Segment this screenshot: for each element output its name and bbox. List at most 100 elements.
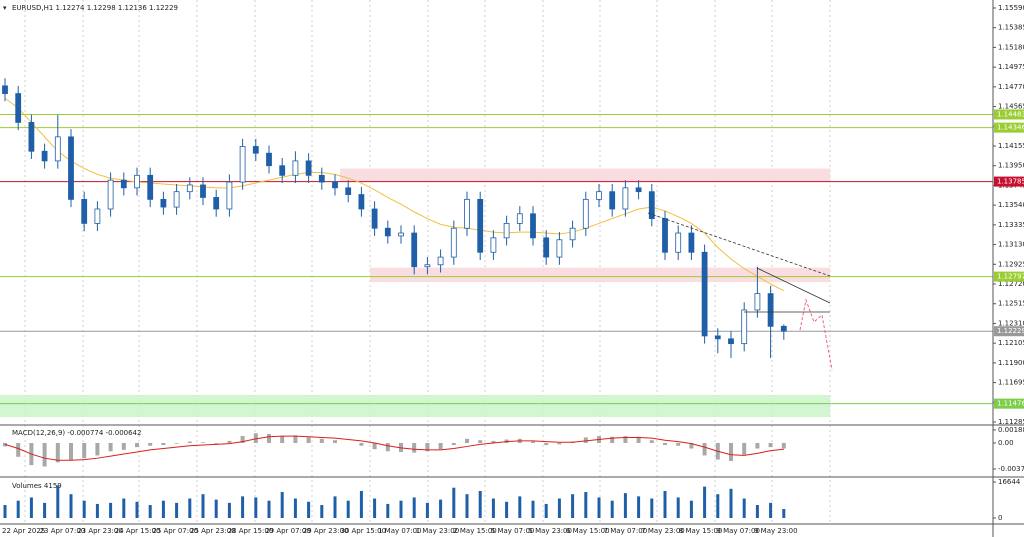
macd-bar bbox=[359, 442, 364, 446]
y-tick-label: 1.12515 bbox=[998, 300, 1024, 308]
macd-bar bbox=[187, 441, 192, 443]
volume-bar bbox=[769, 502, 773, 518]
drawings bbox=[647, 212, 833, 371]
candle-body bbox=[437, 256, 444, 266]
macd-bar bbox=[121, 442, 126, 450]
candle-body bbox=[318, 174, 325, 183]
volume-bar bbox=[623, 493, 627, 518]
volume-bar bbox=[571, 494, 575, 518]
volume-bar bbox=[755, 505, 759, 518]
volume-bar bbox=[201, 494, 205, 518]
macd-bar bbox=[333, 440, 337, 443]
macd-bar bbox=[214, 442, 219, 444]
candle-body bbox=[173, 191, 180, 208]
macd-bar bbox=[135, 442, 139, 448]
macd-bar bbox=[280, 436, 285, 443]
volume-bar bbox=[43, 502, 47, 518]
y-tick-label: -0.003758 bbox=[998, 465, 1024, 473]
macd-bar bbox=[108, 442, 113, 452]
candle-body bbox=[464, 198, 470, 229]
y-tick-label: 0.00188 bbox=[998, 426, 1024, 434]
candle-body bbox=[398, 232, 404, 237]
volume-bar bbox=[161, 500, 165, 518]
candle-body bbox=[688, 232, 695, 253]
volume-bar bbox=[227, 502, 231, 518]
x-tick-label: 9 May 07:00 bbox=[716, 527, 760, 535]
volume-bar bbox=[689, 500, 693, 518]
candle-body bbox=[741, 309, 748, 345]
macd-bar bbox=[689, 442, 694, 449]
macd-bar bbox=[478, 440, 483, 443]
macd-bar bbox=[544, 442, 549, 446]
level-label-bg bbox=[994, 326, 1024, 337]
candle-body bbox=[279, 165, 286, 176]
menu-icon: ▾ bbox=[3, 4, 7, 12]
zones bbox=[0, 168, 830, 418]
volume-bar bbox=[373, 498, 377, 518]
macd-bar bbox=[702, 442, 707, 456]
macd-bar bbox=[227, 440, 232, 443]
candle-body bbox=[358, 194, 365, 210]
volume-bar bbox=[188, 498, 192, 518]
x-tick-label: 6 May 15:00 bbox=[566, 527, 610, 535]
candle-body bbox=[424, 264, 431, 268]
volume-bar bbox=[729, 488, 733, 518]
candle-body bbox=[596, 191, 602, 200]
candle-body bbox=[200, 184, 206, 198]
zone bbox=[340, 168, 830, 182]
candle-body bbox=[530, 213, 536, 239]
candle-body bbox=[767, 293, 774, 327]
y-tick-label: 1.15590 bbox=[998, 4, 1024, 12]
volume-bar bbox=[280, 492, 284, 518]
candle-body bbox=[345, 187, 352, 195]
level-label-bg bbox=[994, 398, 1024, 409]
candle-body bbox=[2, 85, 8, 94]
macd-bar bbox=[95, 442, 100, 456]
volume-bar bbox=[742, 498, 746, 518]
volume-bar bbox=[491, 498, 495, 518]
macd-bar bbox=[729, 442, 733, 461]
x-tick-label: 7 May 23:00 bbox=[641, 527, 685, 535]
y-tick-label: 1.13130 bbox=[998, 241, 1024, 249]
volume-bar bbox=[505, 501, 509, 518]
volume-bar bbox=[69, 494, 73, 518]
y-tick-label: 1.14565 bbox=[998, 103, 1024, 111]
candle-body bbox=[94, 208, 101, 224]
candle-body bbox=[252, 146, 259, 154]
volume-bar bbox=[386, 503, 390, 518]
macd-bar bbox=[583, 437, 588, 443]
macd-bar bbox=[465, 438, 469, 443]
volume-bar bbox=[465, 494, 469, 518]
macd-bar bbox=[201, 442, 205, 443]
volume-bar bbox=[320, 505, 324, 518]
macd-bar bbox=[663, 442, 667, 446]
macd-bar bbox=[557, 442, 562, 445]
macd-bar bbox=[148, 442, 153, 446]
macd-bar bbox=[742, 442, 747, 455]
candle-body bbox=[477, 198, 484, 253]
y-tick-label: 0 bbox=[998, 514, 1002, 522]
volume-bar bbox=[359, 490, 363, 518]
candle-body bbox=[120, 179, 127, 189]
macd-bar bbox=[253, 433, 258, 443]
candle-body bbox=[15, 93, 22, 123]
y-tick-label: 1.15180 bbox=[998, 43, 1024, 51]
macd-bar bbox=[425, 442, 430, 452]
candle-body bbox=[635, 187, 642, 193]
volume-bar bbox=[333, 496, 337, 518]
y-tick-label: 1.11285 bbox=[998, 418, 1024, 426]
candle-body bbox=[54, 136, 61, 162]
volume-bar bbox=[346, 500, 350, 518]
zone bbox=[370, 267, 830, 283]
macd-bar bbox=[623, 436, 628, 443]
candle-body bbox=[516, 213, 523, 224]
y-tick-label: 1.11695 bbox=[998, 379, 1024, 387]
x-tick-label: 28 Apr 15:00 bbox=[228, 527, 274, 535]
candle-body bbox=[160, 198, 167, 208]
macd-bar bbox=[267, 433, 271, 443]
y-tick-label: 1.14975 bbox=[998, 63, 1024, 71]
y-tick-label: 0.00 bbox=[998, 439, 1014, 447]
candle-body bbox=[213, 197, 220, 210]
candle-body bbox=[68, 136, 74, 200]
x-tick-label: 8 May 15:00 bbox=[679, 527, 723, 535]
